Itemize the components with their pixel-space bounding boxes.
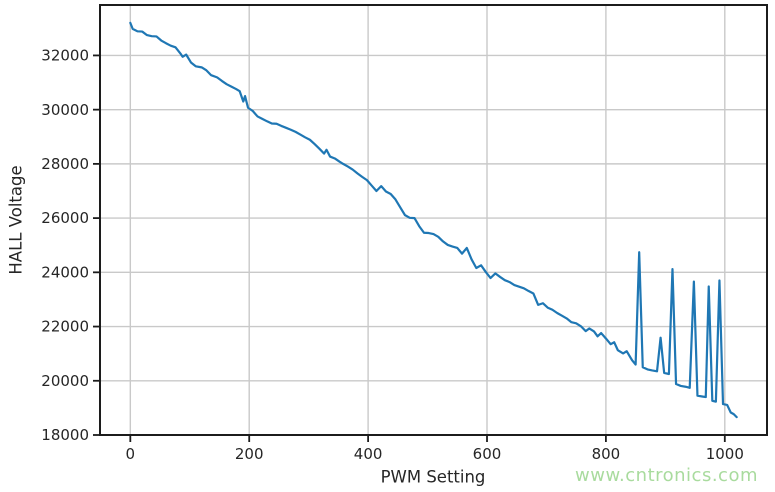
y-tick-label: 22000 bbox=[41, 318, 89, 336]
x-axis-title: PWM Setting bbox=[380, 467, 486, 487]
y-tick-label: 20000 bbox=[41, 372, 89, 390]
x-tick-label: 200 bbox=[235, 445, 264, 463]
x-tick-label: 800 bbox=[592, 445, 621, 463]
y-tick-label: 32000 bbox=[41, 47, 89, 65]
watermark-text: www.cntronics.com bbox=[575, 465, 758, 486]
data-line bbox=[129, 21, 738, 419]
y-tick-label: 18000 bbox=[41, 426, 89, 444]
x-tick-label: 400 bbox=[354, 445, 383, 463]
y-tick-label: 28000 bbox=[41, 155, 89, 173]
y-axis-title: HALL Voltage bbox=[6, 165, 26, 275]
x-tick-label: 1000 bbox=[706, 445, 744, 463]
y-tick-label: 26000 bbox=[41, 209, 89, 227]
x-tick-label: 600 bbox=[473, 445, 502, 463]
y-tick-label: 24000 bbox=[41, 263, 89, 281]
x-tick-label: 0 bbox=[126, 445, 136, 463]
y-tick-label: 30000 bbox=[41, 101, 89, 119]
plot-border bbox=[99, 4, 768, 436]
